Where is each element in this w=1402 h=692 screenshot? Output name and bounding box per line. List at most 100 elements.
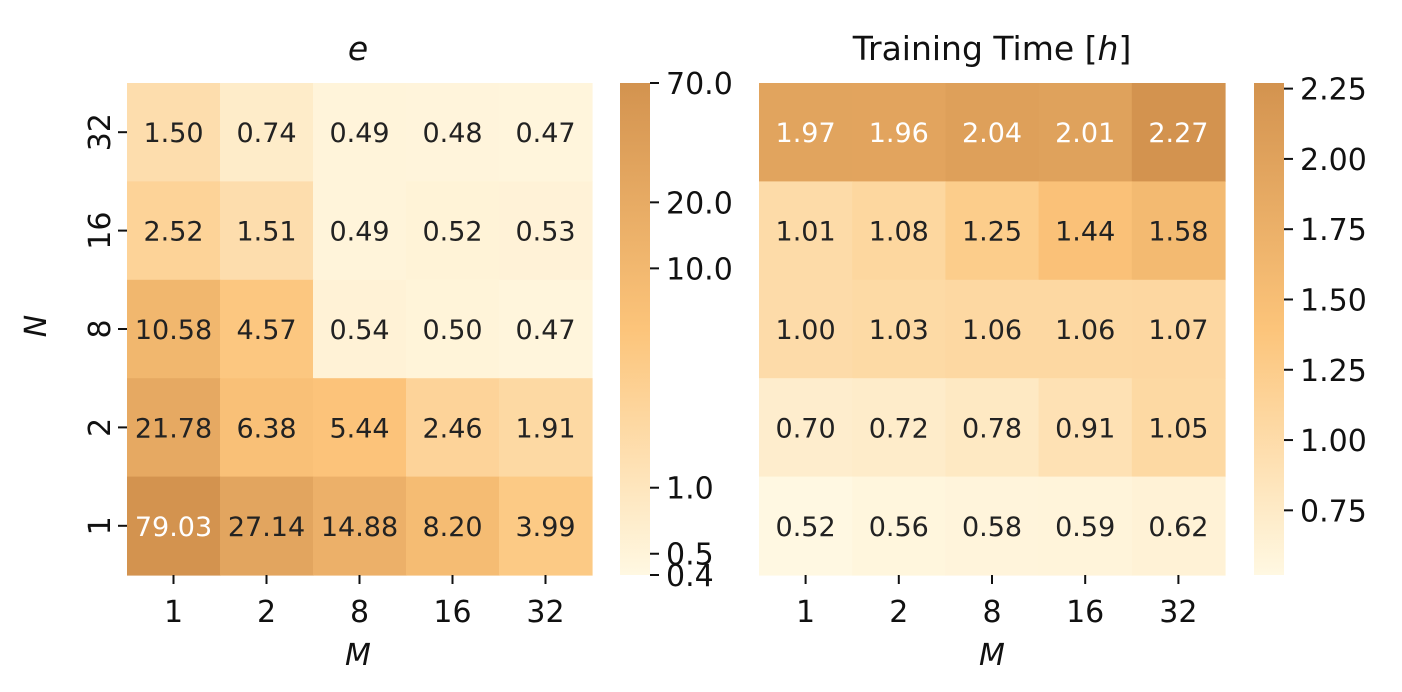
training-time-colorbar-tick-label-2: 1.25 xyxy=(1300,354,1367,389)
error-colorbar-tick-label-3: 10.0 xyxy=(666,252,733,287)
error-heatmap-y-ticks: 32 16 8 2 1 xyxy=(83,113,127,535)
training-time-cell-label-r2-c3: 1.06 xyxy=(1055,315,1115,346)
error-y-tick-label-0: 32 xyxy=(83,113,118,151)
error-cell-r1-c0 xyxy=(127,181,221,281)
training-time-cell-r3-c2 xyxy=(945,378,1040,478)
error-cell-label-r1-c2: 0.49 xyxy=(329,217,389,248)
error-cell-label-r2-c1: 4.57 xyxy=(236,315,296,346)
error-colorbar-bar xyxy=(620,83,650,575)
training-time-cell-label-r4-c3: 0.59 xyxy=(1055,512,1115,543)
error-x-tick-label-0: 1 xyxy=(164,595,183,630)
error-cell-label-r0-c4: 0.47 xyxy=(515,118,575,149)
training-time-cell-label-r1-c1: 1.08 xyxy=(869,217,929,248)
training-time-cell-label-r1-c3: 1.44 xyxy=(1055,217,1115,248)
training-time-colorbar-ticks: 0.75 1.00 1.25 1.50 1.75 2.00 2.25 xyxy=(1284,73,1367,529)
error-cell-label-r0-c3: 0.48 xyxy=(422,118,482,149)
training-time-cell-label-r0-c3: 2.01 xyxy=(1055,118,1115,149)
error-cell-label-r4-c4: 3.99 xyxy=(515,512,575,543)
error-colorbar-tick-label-0: 0.4 xyxy=(666,559,714,594)
error-cell-r4-c1 xyxy=(220,476,314,576)
error-cell-r4-c0 xyxy=(127,476,221,576)
training-time-cell-label-r3-c4: 1.05 xyxy=(1148,413,1208,444)
error-heatmap-y-label: N xyxy=(19,315,54,337)
error-cell-r0-c0 xyxy=(127,83,221,182)
training-time-x-tick-label-2: 8 xyxy=(982,595,1001,630)
error-cell-r4-c3 xyxy=(406,476,500,576)
training-time-cell-r1-c3 xyxy=(1038,181,1133,281)
training-time-title-prefix: Training Time [ xyxy=(852,29,1098,68)
error-heatmap-x-label: M xyxy=(345,638,371,673)
training-time-heatmap: Training Time [h] 1.97 1.96 2.04 2.01 2.271.… xyxy=(759,29,1226,673)
training-time-heatmap-x-label: M xyxy=(979,638,1005,673)
error-cell-r0-c1 xyxy=(220,83,314,182)
error-y-tick-label-4: 1 xyxy=(83,516,118,535)
training-time-colorbar-bar xyxy=(1254,83,1284,575)
training-time-cell-r4-c0 xyxy=(759,476,853,576)
training-time-cell-r2-c3 xyxy=(1038,279,1133,379)
training-time-heatmap-x-ticks: 1 2 8 16 32 xyxy=(796,575,1197,630)
error-cell-label-r3-c4: 1.91 xyxy=(515,413,575,444)
training-time-cell-r3-c3 xyxy=(1038,378,1133,478)
error-cell-label-r1-c3: 0.52 xyxy=(422,217,482,248)
error-cell-r2-c1 xyxy=(220,279,314,379)
error-cell-label-r2-c2: 0.54 xyxy=(329,315,389,346)
training-time-cell-label-r4-c2: 0.58 xyxy=(962,512,1022,543)
training-time-colorbar-tick-label-0: 0.75 xyxy=(1300,494,1367,529)
error-cell-label-r4-c3: 8.20 xyxy=(422,512,482,543)
training-time-colorbar-tick-label-3: 1.50 xyxy=(1300,283,1367,318)
error-cell-r4-c2 xyxy=(313,476,407,576)
training-time-cell-r4-c3 xyxy=(1038,476,1133,576)
training-time-cell-r2-c1 xyxy=(852,279,946,379)
error-cell-r0-c3 xyxy=(406,83,500,182)
training-time-cell-label-r3-c2: 0.78 xyxy=(962,413,1022,444)
error-cell-r3-c4 xyxy=(499,378,593,478)
error-cell-r1-c2 xyxy=(313,181,407,281)
training-time-colorbar-tick-label-6: 2.25 xyxy=(1300,73,1367,108)
error-cell-label-r3-c3: 2.46 xyxy=(422,413,482,444)
training-time-cell-r3-c0 xyxy=(759,378,853,478)
error-colorbar-ticks: 0.40.5 1.0 10.0 20.0 70.0 xyxy=(650,67,733,594)
training-time-heatmap-title: Training Time [h] xyxy=(852,29,1132,68)
training-time-cell-r0-c1 xyxy=(852,83,946,182)
error-y-tick-label-1: 16 xyxy=(83,212,118,250)
training-time-x-tick-label-3: 16 xyxy=(1066,595,1104,630)
training-time-cell-label-r4-c0: 0.52 xyxy=(776,512,836,543)
training-time-colorbar-tick-label-4: 1.75 xyxy=(1300,213,1367,248)
training-time-cell-label-r3-c1: 0.72 xyxy=(869,413,929,444)
training-time-colorbar-tick-label-5: 2.00 xyxy=(1300,143,1367,178)
error-cell-r3-c0 xyxy=(127,378,221,478)
training-time-cell-label-r2-c0: 1.00 xyxy=(776,315,836,346)
error-cell-r2-c4 xyxy=(499,279,593,379)
training-time-cell-r2-c4 xyxy=(1131,279,1226,379)
error-cell-r2-c3 xyxy=(406,279,500,379)
error-colorbar-tick-label-4: 20.0 xyxy=(666,186,733,221)
training-time-cell-r1-c2 xyxy=(945,181,1040,281)
training-time-cell-r0-c0 xyxy=(759,83,853,182)
training-time-cell-label-r1-c2: 1.25 xyxy=(962,217,1022,248)
error-cell-r1-c1 xyxy=(220,181,314,281)
training-time-title-suffix: ] xyxy=(1118,29,1131,68)
training-time-cell-label-r2-c1: 1.03 xyxy=(869,315,929,346)
error-cell-label-r3-c0: 21.78 xyxy=(135,413,212,444)
error-cell-label-r0-c1: 0.74 xyxy=(236,118,296,149)
training-time-cell-label-r1-c4: 1.58 xyxy=(1148,217,1208,248)
training-time-cell-r3-c1 xyxy=(852,378,946,478)
error-x-tick-label-4: 32 xyxy=(526,595,564,630)
training-time-colorbar: 0.75 1.00 1.25 1.50 1.75 2.00 2.25 xyxy=(1254,73,1367,575)
training-time-cell-label-r4-c4: 0.62 xyxy=(1148,512,1208,543)
error-cell-label-r2-c3: 0.50 xyxy=(422,315,482,346)
training-time-cell-r4-c2 xyxy=(945,476,1040,576)
training-time-cell-r0-c3 xyxy=(1038,83,1133,182)
training-time-cell-r1-c0 xyxy=(759,181,853,281)
error-cell-r1-c4 xyxy=(499,181,593,281)
error-x-tick-label-3: 16 xyxy=(433,595,471,630)
training-time-heatmap-cells: 1.97 1.96 2.04 2.01 2.27 1.01 1.08 1.25 1.44 1.58… xyxy=(759,83,1226,576)
error-y-tick-label-2: 8 xyxy=(83,319,118,338)
error-cell-r3-c3 xyxy=(406,378,500,478)
error-cell-r2-c0 xyxy=(127,279,221,379)
error-cell-label-r4-c1: 27.14 xyxy=(228,512,305,543)
training-time-cell-label-r0-c2: 2.04 xyxy=(962,118,1022,149)
error-heatmap-cells: 1.50 0.74 0.49 0.48 0.47 2.52 1.51 0.49 0.52 0.53… xyxy=(127,83,593,576)
training-time-cell-label-r0-c4: 2.27 xyxy=(1148,118,1208,149)
